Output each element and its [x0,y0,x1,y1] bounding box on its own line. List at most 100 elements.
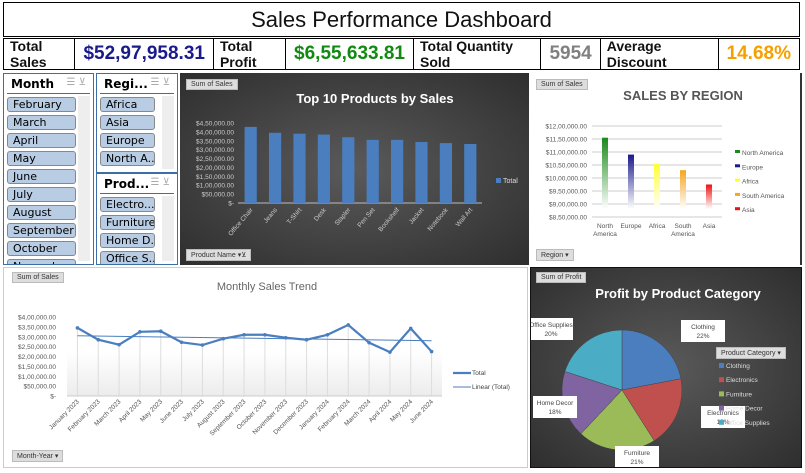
scrollbar[interactable] [162,196,174,261]
y-tick-label: $8,50,000.00 [549,215,587,222]
multi-select-icon[interactable]: ☰ ⊻ [150,177,170,188]
data-label-category: Clothing [691,324,715,331]
series-line-total [76,323,433,354]
slicer-item[interactable]: North A... [100,151,155,166]
chart-title: Profit by Product Category [595,286,761,301]
x-tick-label: South America [671,223,695,238]
slicer-item[interactable]: June [7,169,76,184]
legend-swatch [735,150,740,153]
slicer-item[interactable]: October [7,241,76,256]
legend-swatch [735,207,740,211]
kpi-value: $6,55,633.81 [294,43,405,64]
legend-filter-button[interactable]: Product Category ▾ [716,347,786,359]
slicer-item[interactable]: July [7,187,76,202]
field-button[interactable]: Sum of Sales [12,272,64,283]
month-slicer[interactable]: Month ☰ ⊻ February March April May June July Au… [3,73,94,265]
x-tick-label: Jeans [263,206,280,224]
field-button[interactable]: Sum of Profit [536,272,587,283]
kpi-value: 14.68% [726,43,791,64]
slicer-item[interactable]: Furniture [100,215,155,230]
field-button[interactable]: Sum of Sales [186,79,238,90]
x-tick-label: Europe [621,223,642,230]
data-point [138,330,142,334]
x-tick-label: Asia [703,223,716,230]
legend-label: Africa [742,179,759,186]
y-tick-label: $1,00,000.00 [196,183,234,190]
axis-field-button[interactable]: Product Name ▾⊻ [186,249,252,261]
legend-label: Home Decor [726,406,763,413]
y-tick-label: $9,00,000.00 [549,202,587,209]
x-tick-label: T-Shirt [286,207,304,226]
legend-swatch [735,178,740,182]
axis-field-button[interactable]: Month-Year ▾ [12,450,64,462]
data-label-category: Office Supplies [531,322,574,329]
slicer-item[interactable]: Electro... [100,197,155,212]
x-tick-label: Bookshelf [377,207,401,234]
slicer-title: Prod... [104,177,150,191]
y-tick-label: $4,50,000.00 [196,121,234,128]
data-point [200,343,205,347]
legend-swatch [719,363,724,368]
kpi-label: Total Quantity Sold [414,38,542,70]
sales-by-region-chart: Sum of Sales Region ▾ SALES BY REGION $8,… [530,73,802,265]
data-point [388,350,392,354]
legend-swatch [719,391,724,397]
product-slicer[interactable]: Prod...☰ ⊻ Electro... Furniture Home D... O… [96,173,178,265]
x-tick-label: Notebook [427,206,451,232]
slicer-item[interactable]: Africa [100,97,155,112]
legend-swatch [735,192,740,196]
y-tick-label: $1,00,000.00 [18,374,56,381]
bar [439,143,452,203]
filter-icon: ⊻ [241,252,247,259]
scrollbar[interactable] [78,96,90,261]
slicer-item[interactable]: Asia [100,115,155,130]
x-tick-label: Desk [313,206,328,222]
slicer-item[interactable]: November [7,259,76,264]
legend-swatch [719,377,724,383]
pie-slice [621,329,682,391]
y-tick-label: $4,00,000.00 [196,129,234,136]
data-label-box [615,446,659,467]
data-point [158,329,163,334]
y-tick-label: $11,00,000.00 [546,150,587,157]
multi-select-icon[interactable]: ☰ ⊻ [150,77,170,88]
slicer-item[interactable]: August [7,205,76,220]
y-tick-label: $10,00,000.00 [545,176,587,183]
y-tick-label: $3,50,000.00 [18,324,56,331]
slicer-item[interactable]: May [7,151,76,166]
data-point [304,337,309,342]
slicer-item[interactable]: Europe [100,133,155,148]
y-tick-label: $11,50,000.00 [546,137,587,144]
y-tick-label: $4,00,000.00 [18,315,56,322]
slicer-item[interactable]: March [7,115,76,130]
data-point [96,337,101,342]
axis-field-button[interactable]: Region ▾ [536,249,574,261]
slicer-item[interactable]: February [7,97,76,112]
y-tick-label: $50,000.00 [23,384,56,391]
top-products-chart: Sum of Sales Product Name ▾⊻ Top 10 Prod… [180,73,529,265]
legend-label: Europe [742,164,763,171]
data-label-box [701,406,745,428]
data-point [117,342,121,347]
y-tick-label: $2,50,000.00 [196,156,234,163]
data-point [325,332,330,337]
chart-title: Monthly Sales Trend [217,281,317,293]
slicer-item[interactable]: Office S... [100,251,155,264]
bar [342,137,355,203]
kpi-value: 5954 [549,43,592,64]
slicer-item[interactable]: April [7,133,76,148]
bar [628,154,634,209]
scrollbar[interactable] [162,96,174,169]
field-button[interactable]: Sum of Sales [536,79,588,90]
slicer-item[interactable]: Home D... [100,233,155,248]
multi-select-icon[interactable]: ☰ ⊻ [66,77,86,88]
data-label-percent: 22% [696,333,709,340]
legend-label: South America [742,193,785,200]
y-tick-label: $1,50,000.00 [196,174,234,181]
y-tick-label: $10,50,000.00 [545,163,587,170]
slicer-item[interactable]: September [7,223,76,238]
profit-by-category-chart: Sum of Profit Product Category ▾ Profit … [530,267,802,468]
legend-swatch [735,164,740,168]
region-slicer[interactable]: Regi... ☰ ⊻ Africa Asia Europe North A... [96,73,178,173]
data-label-category: Electronics [707,410,740,417]
